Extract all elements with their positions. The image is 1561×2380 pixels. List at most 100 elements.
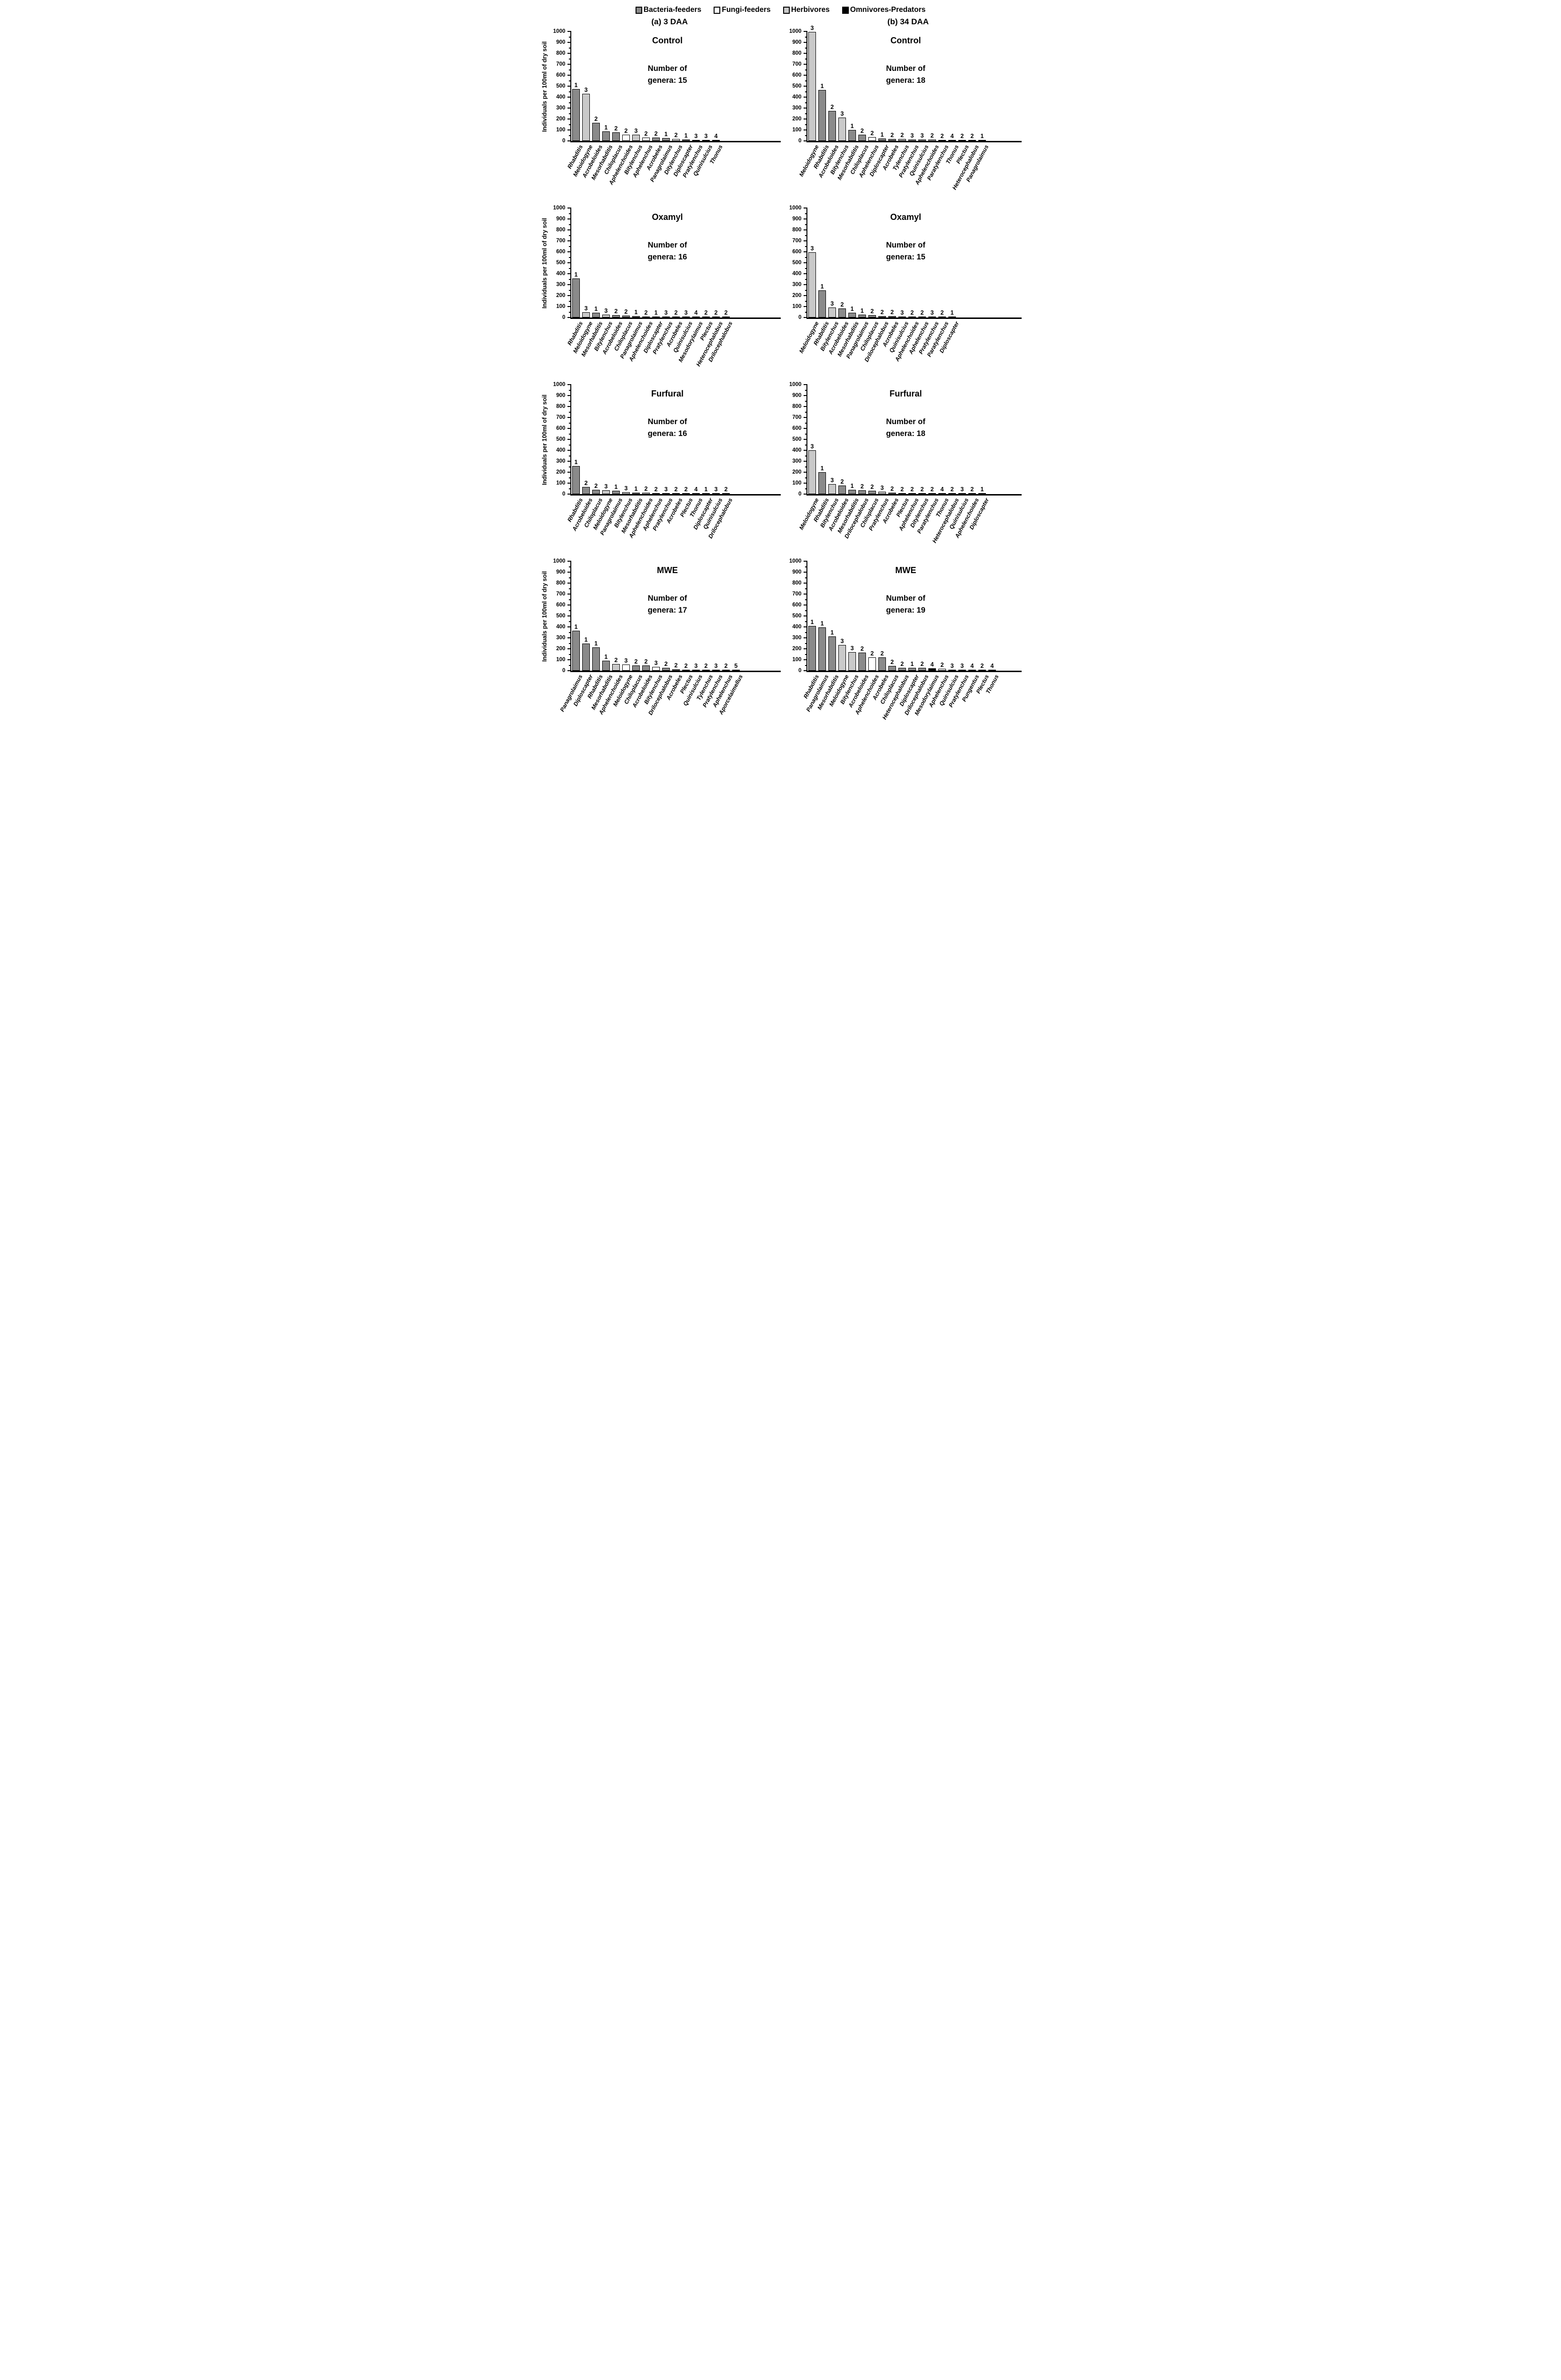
cp-value-label: 2 bbox=[890, 309, 894, 316]
x-label-slot: Plectus bbox=[974, 674, 990, 733]
bar-meloidogyne bbox=[602, 490, 610, 494]
cp-value-label: 4 bbox=[714, 133, 718, 139]
bar-meloidogyne bbox=[582, 94, 590, 141]
bar-slot: 2 bbox=[907, 486, 917, 494]
plot-area: 0 100 200 300 400 500 600 700 800 900 1000 MWE Numbe… bbox=[553, 558, 781, 674]
x-label-slot: Paratylenchus bbox=[926, 144, 950, 203]
cp-value-label: 2 bbox=[930, 132, 934, 139]
y-tick-minor bbox=[805, 246, 807, 247]
bar-slot: 2 bbox=[651, 131, 661, 141]
x-label-slot: Thonus bbox=[708, 144, 724, 203]
bar-slot: 2 bbox=[701, 663, 711, 671]
cp-value-label: 2 bbox=[940, 309, 944, 316]
bar-acrobeloides bbox=[828, 110, 836, 141]
y-tick-label: 800 bbox=[556, 580, 566, 586]
bar-slot: 3 bbox=[917, 133, 927, 141]
bar-mesorhabditis bbox=[848, 489, 856, 494]
cp-value-label: 1 bbox=[574, 271, 578, 278]
y-tick-minor bbox=[805, 566, 807, 567]
cp-value-label: 2 bbox=[614, 125, 618, 132]
cp-value-label: 2 bbox=[870, 129, 874, 137]
bar-rhabditis bbox=[818, 90, 826, 141]
y-tick-minor bbox=[805, 37, 807, 38]
bar-slot: 2 bbox=[721, 663, 731, 671]
x-label-slot: Pratylenchus bbox=[651, 497, 674, 556]
y-tick-minor bbox=[568, 235, 571, 236]
cp-value-label: 2 bbox=[890, 486, 894, 493]
bar-slot: 2 bbox=[701, 310, 711, 317]
x-label-slot: Drilocephalobus bbox=[863, 320, 890, 379]
bar-slot: 3 bbox=[581, 87, 591, 141]
bar-slot: 3 bbox=[877, 485, 887, 494]
cp-value-label: 1 bbox=[634, 485, 638, 492]
bar-slot: 1 bbox=[947, 310, 957, 317]
y-tick-major bbox=[567, 648, 571, 649]
bar-panagrolaimus bbox=[818, 627, 826, 671]
cp-value-label: 3 bbox=[694, 132, 698, 139]
y-tick-minor bbox=[805, 477, 807, 478]
bar-slot: 2 bbox=[641, 309, 651, 317]
cp-value-label: 1 bbox=[574, 81, 578, 89]
panel-annotation: Number of genera: 15 bbox=[613, 63, 722, 87]
chart-panel-oxamyl-a: Individuals per 100ml of dry soil 0 100 200… bbox=[540, 205, 781, 379]
bar-slot: 5 bbox=[731, 663, 741, 671]
cp-value-label: 2 bbox=[920, 486, 924, 493]
y-tick-label: 500 bbox=[556, 83, 566, 89]
cp-value-label: 3 bbox=[714, 663, 718, 669]
bar-slot: 2 bbox=[621, 309, 631, 317]
bar-paratylenchus bbox=[938, 140, 946, 141]
panel-annotation-line: genera: 16 bbox=[647, 252, 687, 261]
cp-value-label: 3 bbox=[634, 127, 638, 134]
cp-value-label: 2 bbox=[830, 103, 834, 110]
bar-slot: 1 bbox=[661, 131, 671, 141]
bar-bitylenchus bbox=[828, 484, 836, 494]
y-tick-label: 500 bbox=[792, 260, 802, 266]
bar-slot: 2 bbox=[887, 132, 897, 141]
y-tick-label: 900 bbox=[792, 569, 802, 575]
y-tick-label: 200 bbox=[556, 469, 566, 475]
y-tick-minor bbox=[568, 599, 571, 600]
cp-value-label: 3 bbox=[840, 110, 844, 117]
x-label-slot: Paratylenchus bbox=[916, 497, 940, 556]
y-tick-major bbox=[803, 97, 807, 98]
cp-value-label: 3 bbox=[910, 132, 914, 139]
cp-value-label: 1 bbox=[604, 654, 608, 661]
y-tick-major bbox=[567, 240, 571, 241]
x-label-slot: Drilocephalobus bbox=[647, 674, 674, 733]
cp-value-label: 3 bbox=[880, 484, 884, 491]
bar-meloidogyne bbox=[838, 645, 846, 671]
cp-value-label: 2 bbox=[614, 308, 618, 315]
legend-item-omnivores-predators: Omnivores-Predators bbox=[842, 6, 925, 14]
y-tick-minor bbox=[805, 268, 807, 269]
y-tick-major bbox=[803, 317, 807, 318]
y-tick-major bbox=[567, 53, 571, 54]
column-headers: (a) 3 DAA (b) 34 DAA bbox=[540, 17, 1022, 27]
y-tick-major bbox=[803, 615, 807, 616]
bar-diploscapter bbox=[908, 668, 916, 671]
x-label-slot: Drilocephalobus bbox=[707, 320, 734, 379]
bar-plectus bbox=[978, 670, 986, 671]
legend-label: Herbivores bbox=[791, 6, 830, 14]
bar-slot: 3 bbox=[897, 310, 907, 317]
bar-drilocephalobus bbox=[722, 493, 730, 494]
y-tick-label: 0 bbox=[562, 491, 566, 497]
y-tick-label: 700 bbox=[556, 238, 566, 244]
y-tick-label: 400 bbox=[556, 94, 566, 100]
bar-slot: 1 bbox=[907, 661, 917, 671]
bar-slot: 3 bbox=[907, 132, 917, 141]
y-tick-label: 300 bbox=[556, 105, 566, 111]
y-tick-minor bbox=[568, 91, 571, 92]
y-tick-label: 100 bbox=[556, 480, 566, 486]
x-axis-labels: Rhabditis Panagrolaimus Mesorhabditis Meloi… bbox=[802, 672, 1022, 733]
x-label-slot: Quinisulcius bbox=[682, 674, 704, 733]
y-tick-label: 200 bbox=[556, 646, 566, 652]
chart-panel-furfural-a: Individuals per 100ml of dry soil 0 100 200… bbox=[540, 382, 781, 556]
y-tick-label: 200 bbox=[556, 293, 566, 298]
cp-value-label: 2 bbox=[674, 309, 678, 316]
omnivores-predators-swatch-icon bbox=[842, 6, 849, 14]
y-tick-label: 600 bbox=[556, 602, 566, 608]
bar-slot: 3 bbox=[601, 483, 611, 494]
plot-area: 0 100 200 300 400 500 600 700 800 900 1000 Oxamyl Nu… bbox=[789, 205, 1022, 320]
cp-value-label: 2 bbox=[594, 483, 598, 490]
y-tick-label: 700 bbox=[792, 591, 802, 597]
